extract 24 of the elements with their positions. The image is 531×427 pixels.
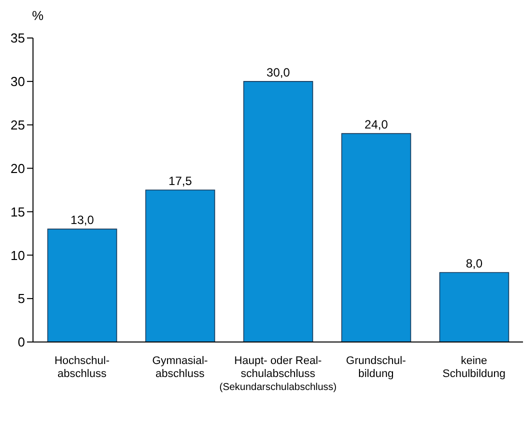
bar xyxy=(341,133,412,342)
y-axis-title: % xyxy=(32,8,44,23)
data-label: 13,0 xyxy=(70,213,94,228)
y-tick-label: 20 xyxy=(10,160,25,176)
x-tick-label: Grundschul- bildung xyxy=(346,355,406,380)
data-label: 8,0 xyxy=(466,256,483,271)
bar xyxy=(47,228,118,342)
bar xyxy=(243,81,314,342)
x-tick-label: Haupt- oder Real- schulabschluss (Sekundarschulabschluss) xyxy=(219,355,337,393)
bar xyxy=(439,272,510,342)
x-tick-label: Hochschul- abschluss xyxy=(54,355,110,380)
y-tick-label: 15 xyxy=(10,204,25,220)
data-label: 30,0 xyxy=(266,65,290,80)
y-tick-label: 35 xyxy=(10,30,25,46)
bar xyxy=(145,190,216,342)
y-tick-label: 30 xyxy=(10,74,25,90)
y-tick-label: 5 xyxy=(18,291,25,306)
data-label: 24,0 xyxy=(364,118,388,132)
y-tick-label: 0 xyxy=(18,334,25,350)
y-tick-label: 25 xyxy=(10,117,25,132)
y-tick-label: 10 xyxy=(10,248,25,263)
x-tick-label: keine Schulbildung xyxy=(442,355,506,380)
data-label: 17,5 xyxy=(168,174,192,188)
x-tick-label: Gymnasial- abschluss xyxy=(152,355,208,380)
